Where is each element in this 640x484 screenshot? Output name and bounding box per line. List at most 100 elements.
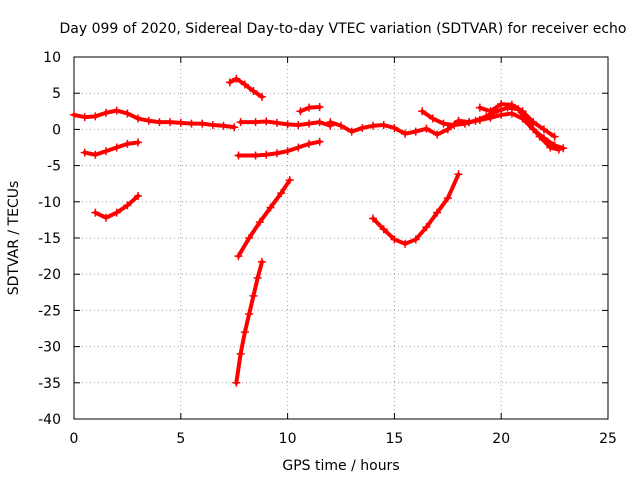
series-arc-11 [369, 170, 463, 248]
series-arc-13 [475, 100, 559, 141]
y-tick-label: 0 [52, 122, 61, 138]
y-tick-label: -40 [38, 412, 61, 428]
data-point [230, 123, 239, 132]
data-point [411, 235, 420, 244]
series-arc-6 [296, 102, 324, 116]
data-series [70, 74, 568, 387]
data-point [433, 208, 442, 217]
data-point [358, 123, 367, 132]
data-point [379, 121, 388, 130]
data-point [450, 121, 459, 130]
data-point [539, 125, 548, 134]
data-point [251, 151, 260, 160]
data-point [134, 192, 143, 201]
data-point [443, 194, 452, 203]
data-point [347, 127, 356, 136]
series-trace [227, 76, 264, 99]
data-point [253, 273, 262, 282]
x-tick-labels: 0 5 10 15 20 25 [70, 431, 617, 447]
data-point [439, 119, 448, 128]
data-point [507, 109, 516, 118]
data-point [144, 116, 153, 125]
data-point [475, 103, 484, 112]
data-point [486, 113, 495, 122]
data-point [255, 218, 264, 227]
data-point [266, 203, 275, 212]
series-arc-5 [236, 117, 335, 130]
data-point [70, 110, 78, 119]
data-point [294, 121, 303, 130]
data-point [518, 114, 527, 123]
series-arc-10 [326, 115, 484, 139]
data-point [236, 118, 245, 127]
series-arc-1 [70, 106, 239, 132]
data-point [225, 78, 234, 87]
data-point [262, 150, 271, 159]
data-point [262, 117, 271, 126]
data-point [443, 125, 452, 134]
data-point [315, 137, 324, 146]
data-point [257, 257, 266, 266]
data-point [315, 118, 324, 127]
data-point [304, 119, 313, 128]
y-tick-label: -35 [38, 376, 61, 392]
data-point [326, 118, 335, 127]
data-point [176, 118, 185, 127]
data-point [283, 120, 292, 129]
y-tick-labels: 10 5 0 -5 -10 -15 -20 -25 -30 -35 -40 [38, 50, 61, 428]
data-point [245, 234, 254, 242]
data-point [401, 239, 410, 248]
x-tick-label: 15 [385, 431, 403, 447]
data-point [112, 143, 121, 152]
series-trace [72, 108, 237, 130]
data-point [529, 118, 538, 127]
series-arc-8 [234, 176, 294, 261]
data-point [257, 92, 266, 101]
series-arc-14 [465, 109, 568, 153]
y-tick-label: -5 [47, 159, 61, 175]
data-point [240, 80, 249, 89]
series-arc-3 [91, 192, 143, 222]
data-point [91, 150, 100, 159]
data-point [272, 118, 281, 127]
data-point [507, 100, 516, 109]
series-arc-9 [232, 257, 266, 387]
data-point [102, 213, 111, 222]
y-tick-label: -10 [38, 195, 61, 211]
axis-ticks [73, 56, 609, 420]
data-point [232, 74, 241, 83]
data-point [123, 201, 132, 210]
data-point [460, 119, 469, 128]
y-tick-label: 5 [52, 86, 61, 102]
x-tick-label: 5 [176, 431, 185, 447]
data-point [285, 176, 294, 185]
data-point [418, 107, 427, 116]
data-point [219, 121, 228, 130]
data-point [91, 112, 100, 121]
data-point [198, 119, 207, 128]
y-axis-label: SDTVAR / TECUs [6, 181, 22, 296]
data-point [529, 125, 538, 134]
data-point [272, 149, 281, 158]
series-trace [467, 111, 566, 151]
data-point [251, 118, 260, 127]
data-point [123, 139, 132, 148]
data-point [112, 208, 121, 217]
series-arc-7 [234, 137, 324, 160]
data-point [390, 123, 399, 132]
data-point [249, 87, 258, 96]
data-point [433, 130, 442, 139]
data-point [518, 107, 527, 116]
data-point [422, 124, 431, 133]
data-point [294, 143, 303, 152]
data-point [465, 118, 474, 127]
data-point [234, 151, 243, 160]
data-point [80, 113, 89, 122]
data-point [91, 208, 100, 217]
data-point [249, 291, 258, 300]
data-point [337, 121, 345, 130]
data-point [208, 121, 217, 130]
y-tick-label: 10 [43, 50, 61, 66]
data-point [102, 108, 111, 117]
